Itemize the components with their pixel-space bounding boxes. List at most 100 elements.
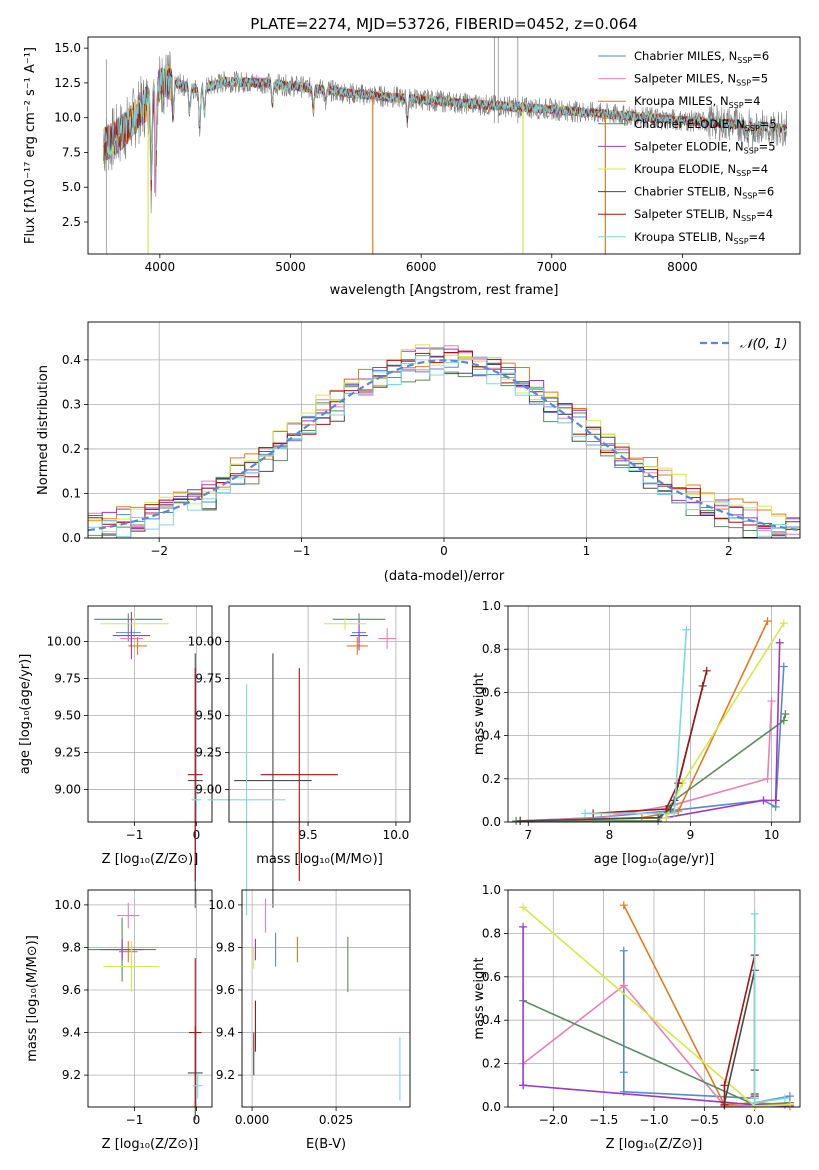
weight-marker <box>662 813 671 822</box>
y-tick-label: 10.0 <box>208 898 235 912</box>
weight-marker <box>682 625 691 634</box>
histogram-series <box>88 350 800 538</box>
y-tick-label: 9.00 <box>54 782 81 796</box>
y-tick-label: 15.0 <box>54 41 81 55</box>
y-tick-label: 10.0 <box>54 111 81 125</box>
y-tick-label: 2.5 <box>62 215 81 229</box>
weight-marker <box>779 662 788 671</box>
x-tick-label: 7 <box>524 828 532 842</box>
mass_vs_Z-points <box>88 902 203 1120</box>
weight_vs_age-frame <box>507 605 801 823</box>
model-spectrum <box>103 64 788 181</box>
y-tick-label: 9.00 <box>195 782 222 796</box>
x-tick-label: −1.0 <box>639 1113 668 1127</box>
legend-entry: Salpeter STELIB, NSSP=4 <box>634 207 773 223</box>
legend-sub: SSP <box>729 101 744 110</box>
y-tick-label: 1.0 <box>482 883 501 897</box>
y-axis-label: Normed distribution <box>36 365 51 495</box>
x-tick-label: 1 <box>583 544 591 558</box>
y-tick-label: 9.6 <box>216 983 235 997</box>
weight-marker <box>780 1094 789 1103</box>
legend-tail: =6 <box>752 49 769 63</box>
weight-marker <box>779 619 788 628</box>
weight-line <box>623 904 790 1106</box>
legend-sub: SSP <box>745 124 760 133</box>
weight-marker <box>516 816 525 825</box>
legend-sub: SSP <box>734 237 749 246</box>
x-tick-label: −2.0 <box>539 1113 568 1127</box>
y-tick-label: 9.6 <box>62 983 81 997</box>
weight-marker <box>763 617 772 626</box>
legend-text: Salpeter STELIB, N <box>634 207 741 221</box>
y-tick-label: 9.8 <box>216 940 235 954</box>
x-tick-label: 0 <box>193 1113 201 1127</box>
y-tick-label: 9.4 <box>62 1026 81 1040</box>
legend-text: Kroupa ELODIE, N <box>634 162 736 176</box>
age_vs_Z-points <box>94 611 203 908</box>
y-tick-label: 9.50 <box>54 708 81 722</box>
legend-entry: Kroupa ELODIE, NSSP=4 <box>634 162 768 178</box>
weight-line <box>516 713 787 822</box>
weight-marker <box>771 796 780 805</box>
legend-entry: Salpeter ELODIE, NSSP=5 <box>634 139 776 155</box>
weight-line <box>585 629 688 815</box>
y-tick-label: 0.4 <box>482 1013 501 1027</box>
legend-text: Chabrier STELIB, N <box>634 185 742 199</box>
legend-entry: Kroupa MILES, NSSP=4 <box>634 94 760 110</box>
legend-sub: SSP <box>744 146 759 155</box>
weight-marker <box>619 1068 628 1077</box>
legend-text: Chabrier ELODIE, N <box>634 117 745 131</box>
weight-marker <box>662 805 671 814</box>
x-tick-label: 0.0 <box>745 1113 764 1127</box>
y-tick-label: 0.2 <box>482 1057 501 1071</box>
weight-line <box>522 906 790 1107</box>
age_vs_mass-points <box>207 613 396 916</box>
weight-marker <box>519 922 528 931</box>
x-axis-label: (data-model)/error <box>384 569 505 584</box>
legend-tail: =5 <box>760 117 777 131</box>
legend-tail: =4 <box>751 162 768 176</box>
x-tick-label: −1 <box>126 828 144 842</box>
spectrum-plot <box>103 37 788 254</box>
y-tick-label: 10.00 <box>188 635 222 649</box>
weight-marker <box>750 909 759 918</box>
age_vs_mass-axes: 9.5 10.0 9.00 9.25 9.50 9.75 10.00 <box>188 606 410 842</box>
mass_vs_EBV-points <box>253 898 401 1101</box>
model-spectrum <box>103 67 788 192</box>
y-tick-label: 9.25 <box>195 745 222 759</box>
normal-curve <box>88 359 800 532</box>
x-axis-label: E(B-V) <box>306 1137 346 1152</box>
y-axis-label: mass weight <box>472 957 487 1039</box>
weight-line <box>622 950 791 1104</box>
y-tick-label: 0.0 <box>482 815 501 829</box>
spectrum-axes: 4000 5000 6000 7000 8000 2.5 5.0 7.5 10.0 12.5 15.… <box>54 41 697 274</box>
y-tick-label: 9.25 <box>54 745 81 759</box>
weight-marker <box>581 809 590 818</box>
x-tick-label: 7000 <box>537 260 568 274</box>
y-tick-label: 0.0 <box>62 531 81 545</box>
y-tick-label: 0.2 <box>482 772 501 786</box>
y-tick-label: 9.2 <box>216 1068 235 1082</box>
legend-sub: SSP <box>742 192 757 201</box>
weight-marker <box>619 981 628 990</box>
age_vs_mass-frame <box>228 605 411 823</box>
y-tick-label: 12.5 <box>54 76 81 90</box>
y-tick-label: 0.0 <box>482 1100 501 1114</box>
y-tick-label: 7.5 <box>62 145 81 159</box>
weight-line <box>520 622 785 822</box>
y-axis-label: mass weight <box>472 673 487 755</box>
weight-marker <box>779 716 788 725</box>
weight-marker <box>781 710 790 718</box>
weight-marker <box>619 901 628 910</box>
x-tick-label: −1 <box>126 1113 144 1127</box>
legend-entry: 𝒩(0, 1) <box>740 337 787 352</box>
x-axis-label: Z [log₁₀(Z/Z⊙)] <box>102 1137 199 1152</box>
legend-tail: =4 <box>756 207 773 221</box>
weight-marker <box>619 946 628 955</box>
mass_vs_EBV-axes: 0.000 0.025 9.2 9.4 9.6 9.8 10.0 <box>208 890 410 1127</box>
y-axis-label: mass [log₁₀(M/M⊙)] <box>25 935 40 1062</box>
y-axis-label: age [log₁₀(age/yr)] <box>18 654 33 775</box>
weight-marker <box>670 809 679 818</box>
